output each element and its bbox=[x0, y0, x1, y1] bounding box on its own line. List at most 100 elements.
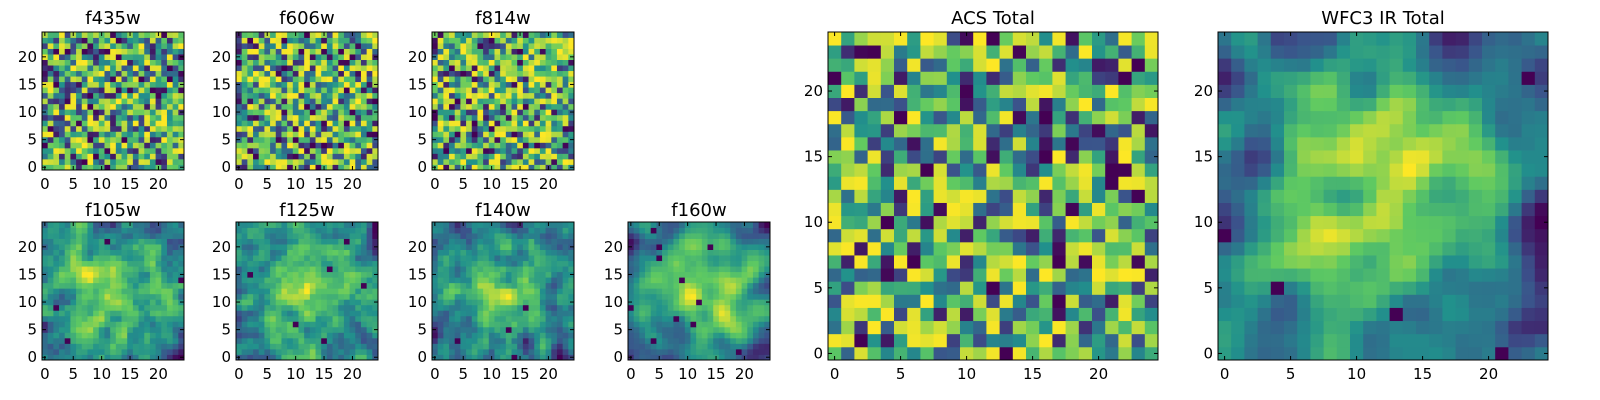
heatmap-cell bbox=[76, 59, 83, 66]
heatmap-cell bbox=[460, 70, 467, 77]
heatmap-cell bbox=[115, 158, 122, 165]
heatmap-cell bbox=[437, 348, 444, 355]
heatmap-cell bbox=[667, 238, 674, 245]
heatmap-cell bbox=[741, 304, 748, 311]
heatmap-cell bbox=[432, 255, 439, 262]
heatmap-cell bbox=[178, 59, 185, 66]
heatmap-cell bbox=[309, 65, 316, 72]
heatmap-cell bbox=[534, 348, 541, 355]
heatmap-cell bbox=[138, 343, 145, 350]
heatmap-cell bbox=[281, 54, 288, 60]
heatmap-cell bbox=[161, 81, 168, 88]
heatmap-cell bbox=[304, 98, 311, 105]
heatmap-cell bbox=[551, 70, 558, 77]
heatmap-cell bbox=[115, 43, 122, 49]
heatmap-cell bbox=[236, 131, 243, 138]
heatmap-cell bbox=[236, 98, 243, 105]
heatmap-cell bbox=[104, 81, 111, 88]
heatmap-cell bbox=[292, 37, 299, 44]
heatmap-cell bbox=[741, 244, 748, 250]
heatmap-cell bbox=[149, 125, 156, 132]
heatmap-cell bbox=[372, 142, 379, 149]
heatmap-cell bbox=[315, 266, 322, 273]
heatmap-cell bbox=[505, 54, 512, 60]
heatmap-cell bbox=[545, 87, 552, 94]
heatmap-cell bbox=[70, 266, 77, 273]
heatmap-cell bbox=[315, 147, 322, 154]
heatmap-cell bbox=[258, 158, 265, 165]
heatmap-cell bbox=[460, 76, 467, 83]
heatmap-cell bbox=[172, 255, 179, 262]
heatmap-cell bbox=[741, 255, 748, 262]
heatmap-cell bbox=[70, 277, 77, 284]
heatmap-cell bbox=[443, 337, 450, 344]
heatmap-cell bbox=[241, 277, 248, 284]
heatmap-cell bbox=[144, 65, 151, 72]
heatmap-cell bbox=[47, 158, 54, 165]
heatmap-cell bbox=[528, 92, 535, 99]
heatmap-cell bbox=[93, 249, 100, 256]
heatmap-cell bbox=[483, 59, 490, 66]
heatmap-cell bbox=[735, 310, 742, 317]
heatmap-cell bbox=[449, 158, 456, 165]
heatmap-cell bbox=[724, 310, 731, 317]
heatmap-cell bbox=[1052, 163, 1066, 177]
heatmap-cell bbox=[292, 244, 299, 250]
heatmap-cell bbox=[247, 70, 254, 77]
heatmap-cell bbox=[471, 288, 478, 295]
heatmap-cell bbox=[76, 304, 83, 311]
heatmap-cell bbox=[679, 337, 686, 344]
heatmap-cell bbox=[539, 282, 546, 289]
heatmap-cell bbox=[253, 43, 260, 49]
heatmap-cell bbox=[522, 164, 529, 171]
y-tick-label: 15 bbox=[212, 75, 231, 93]
heatmap-cells bbox=[828, 32, 1159, 361]
heatmap-cell bbox=[828, 228, 842, 243]
heatmap-cell bbox=[166, 227, 174, 234]
heatmap-cell bbox=[321, 343, 328, 350]
heatmap-cell bbox=[149, 164, 156, 171]
heatmap-cell bbox=[539, 244, 546, 250]
heatmap-cell bbox=[47, 153, 54, 160]
heatmap-cell bbox=[149, 266, 156, 273]
heatmap-cell bbox=[110, 293, 117, 300]
heatmap-cell bbox=[115, 321, 122, 328]
heatmap-cell bbox=[460, 114, 467, 121]
heatmap-cell bbox=[1105, 281, 1119, 295]
heatmap-cell bbox=[684, 282, 691, 289]
heatmap-cell bbox=[556, 321, 564, 328]
heatmap-cell bbox=[144, 266, 151, 273]
heatmap-cell bbox=[127, 315, 134, 322]
heatmap-cell bbox=[568, 266, 575, 273]
heatmap-cell bbox=[110, 65, 117, 72]
heatmap-cell bbox=[511, 222, 518, 228]
heatmap-cell bbox=[309, 266, 316, 273]
heatmap-cell bbox=[724, 332, 731, 339]
heatmap-cell bbox=[730, 266, 737, 273]
heatmap-cell bbox=[449, 59, 456, 66]
heatmap-cell bbox=[121, 120, 128, 127]
heatmap-cell bbox=[241, 103, 248, 110]
heatmap-cell bbox=[633, 299, 640, 306]
heatmap-cell bbox=[449, 92, 456, 99]
heatmap-cell bbox=[343, 255, 350, 262]
heatmap-cell bbox=[132, 238, 139, 245]
heatmap-cell bbox=[349, 98, 356, 105]
heatmap-cell bbox=[47, 70, 54, 77]
heatmap-cell bbox=[1131, 189, 1146, 203]
heatmap-cell bbox=[59, 238, 66, 245]
heatmap-cell bbox=[76, 277, 83, 284]
heatmap-cell bbox=[443, 147, 450, 154]
heatmap-cell bbox=[718, 310, 725, 317]
heatmap-cell bbox=[488, 288, 495, 295]
heatmap-cell bbox=[1039, 307, 1053, 322]
heatmap-cell bbox=[522, 43, 529, 49]
heatmap-cell bbox=[701, 222, 708, 228]
heatmap-cell bbox=[144, 120, 151, 127]
y-tick-label: 15 bbox=[18, 75, 37, 93]
heatmap-cell bbox=[115, 120, 122, 127]
heatmap-cell bbox=[53, 244, 60, 250]
heatmap-cell bbox=[298, 120, 305, 127]
heatmap-cell bbox=[730, 260, 737, 267]
heatmap-cell bbox=[454, 354, 461, 361]
